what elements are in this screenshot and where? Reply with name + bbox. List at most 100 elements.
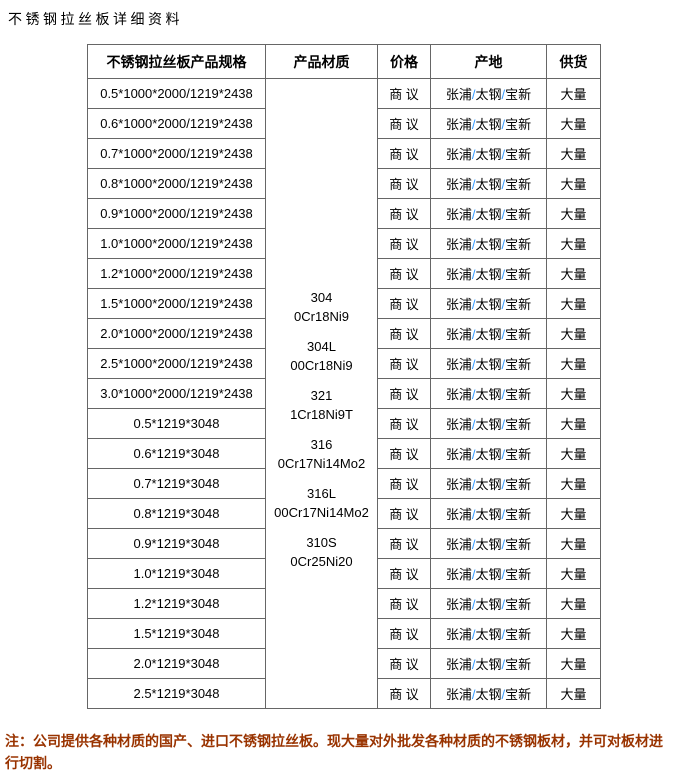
table-row: 0.6*1219*3048 商 议 张浦/太钢/宝新 大量 <box>87 438 601 469</box>
supply-cell: 大量 <box>546 438 601 469</box>
page-title: 不锈钢拉丝板详细资料 <box>8 11 183 27</box>
origin-separator: / <box>471 267 476 282</box>
origin-cell: 张浦/太钢/宝新 <box>430 78 547 109</box>
spec-cell: 2.0*1000*2000/1219*2438 <box>87 318 266 349</box>
origin-separator: / <box>471 87 476 102</box>
origin-cell: 张浦/太钢/宝新 <box>430 558 547 589</box>
spec-cell: 0.5*1219*3048 <box>87 408 266 439</box>
price-cell: 商 议 <box>377 138 431 169</box>
supply-cell: 大量 <box>546 348 601 379</box>
table-body: 0.5*1000*2000/1219*2438 304 0Cr18Ni9 304L 0… <box>87 78 601 709</box>
table-row: 0.9*1000*2000/1219*2438 商 议 张浦/太钢/宝新 大量 <box>87 198 601 229</box>
origin-separator: / <box>501 417 506 432</box>
supply-cell: 大量 <box>546 138 601 169</box>
material-standard: 1Cr18Ni9T <box>290 406 353 422</box>
material-grade: 310S <box>306 534 337 550</box>
supply-cell: 大量 <box>546 108 601 139</box>
price-cell: 商 议 <box>377 168 431 199</box>
supply-cell: 大量 <box>546 468 601 499</box>
origin-separator: / <box>471 207 476 222</box>
origin-separator: / <box>501 327 506 342</box>
price-cell: 商 议 <box>377 648 431 679</box>
origin-separator: / <box>471 117 476 132</box>
origin-separator: / <box>471 687 476 702</box>
origin-separator: / <box>501 597 506 612</box>
price-cell: 商 议 <box>377 528 431 559</box>
origin-cell: 张浦/太钢/宝新 <box>430 318 547 349</box>
table-row: 1.5*1000*2000/1219*2438 商 议 张浦/太钢/宝新 大量 <box>87 288 601 319</box>
material-grade: 304L <box>307 338 336 354</box>
origin-cell: 张浦/太钢/宝新 <box>430 378 547 409</box>
supply-cell: 大量 <box>546 648 601 679</box>
col-header-material: 产品材质 <box>265 44 378 79</box>
spec-cell: 2.0*1219*3048 <box>87 648 266 679</box>
spec-cell: 1.5*1219*3048 <box>87 618 266 649</box>
table-row: 1.0*1219*3048 商 议 张浦/太钢/宝新 大量 <box>87 558 601 589</box>
spec-cell: 1.0*1000*2000/1219*2438 <box>87 228 266 259</box>
origin-cell: 张浦/太钢/宝新 <box>430 108 547 139</box>
header-row: 不锈钢拉丝板产品规格 产品材质 价格 产地 供货 <box>87 44 601 79</box>
material-standard: 0Cr25Ni20 <box>290 553 353 569</box>
spec-cell: 0.9*1219*3048 <box>87 528 266 559</box>
col-header-price: 价格 <box>377 44 431 79</box>
col-header-supply: 供货 <box>546 44 601 79</box>
material-group: 321 1Cr18Ni9T <box>267 386 377 424</box>
table-row: 2.5*1219*3048 商 议 张浦/太钢/宝新 大量 <box>87 678 601 709</box>
material-group: 316 0Cr17Ni14Mo2 <box>267 435 377 473</box>
origin-separator: / <box>501 237 506 252</box>
material-standard: 0Cr17Ni14Mo2 <box>277 455 366 471</box>
origin-separator: / <box>501 447 506 462</box>
origin-separator: / <box>471 447 476 462</box>
supply-cell: 大量 <box>546 198 601 229</box>
spec-cell: 0.7*1219*3048 <box>87 468 266 499</box>
supply-cell: 大量 <box>546 558 601 589</box>
spec-cell: 0.9*1000*2000/1219*2438 <box>87 198 266 229</box>
supply-cell: 大量 <box>546 528 601 559</box>
origin-separator: / <box>471 387 476 402</box>
supply-cell: 大量 <box>546 228 601 259</box>
price-cell: 商 议 <box>377 348 431 379</box>
price-cell: 商 议 <box>377 678 431 709</box>
origin-separator: / <box>501 507 506 522</box>
origin-cell: 张浦/太钢/宝新 <box>430 468 547 499</box>
origin-cell: 张浦/太钢/宝新 <box>430 348 547 379</box>
supply-cell: 大量 <box>546 588 601 619</box>
price-cell: 商 议 <box>377 228 431 259</box>
material-group: 304 0Cr18Ni9 <box>267 288 377 326</box>
price-cell: 商 议 <box>377 588 431 619</box>
origin-separator: / <box>501 147 506 162</box>
supply-cell: 大量 <box>546 318 601 349</box>
spec-cell: 0.8*1219*3048 <box>87 498 266 529</box>
origin-cell: 张浦/太钢/宝新 <box>430 498 547 529</box>
origin-separator: / <box>501 177 506 192</box>
origin-separator: / <box>471 177 476 192</box>
origin-cell: 张浦/太钢/宝新 <box>430 258 547 289</box>
supply-cell: 大量 <box>546 168 601 199</box>
supply-cell: 大量 <box>546 78 601 109</box>
table-header: 不锈钢拉丝板产品规格 产品材质 价格 产地 供货 <box>87 44 601 79</box>
supply-cell: 大量 <box>546 678 601 709</box>
origin-cell: 张浦/太钢/宝新 <box>430 528 547 559</box>
table-row: 1.0*1000*2000/1219*2438 商 议 张浦/太钢/宝新 大量 <box>87 228 601 259</box>
origin-separator: / <box>501 657 506 672</box>
origin-separator: / <box>471 357 476 372</box>
supply-cell: 大量 <box>546 408 601 439</box>
spec-cell: 0.7*1000*2000/1219*2438 <box>87 138 266 169</box>
price-cell: 商 议 <box>377 198 431 229</box>
origin-separator: / <box>471 657 476 672</box>
material-group: 304L 00Cr18Ni9 <box>267 337 377 375</box>
material-standard: 0Cr18Ni9 <box>294 308 349 324</box>
table-row: 2.0*1000*2000/1219*2438 商 议 张浦/太钢/宝新 大量 <box>87 318 601 349</box>
origin-separator: / <box>471 627 476 642</box>
spec-cell: 1.5*1000*2000/1219*2438 <box>87 288 266 319</box>
spec-cell: 2.5*1219*3048 <box>87 678 266 709</box>
spec-cell: 0.8*1000*2000/1219*2438 <box>87 168 266 199</box>
origin-separator: / <box>501 627 506 642</box>
spec-cell: 2.5*1000*2000/1219*2438 <box>87 348 266 379</box>
origin-separator: / <box>501 537 506 552</box>
origin-separator: / <box>501 297 506 312</box>
table-row: 2.0*1219*3048 商 议 张浦/太钢/宝新 大量 <box>87 648 601 679</box>
origin-separator: / <box>501 267 506 282</box>
col-header-spec: 不锈钢拉丝板产品规格 <box>87 44 266 79</box>
supply-cell: 大量 <box>546 618 601 649</box>
